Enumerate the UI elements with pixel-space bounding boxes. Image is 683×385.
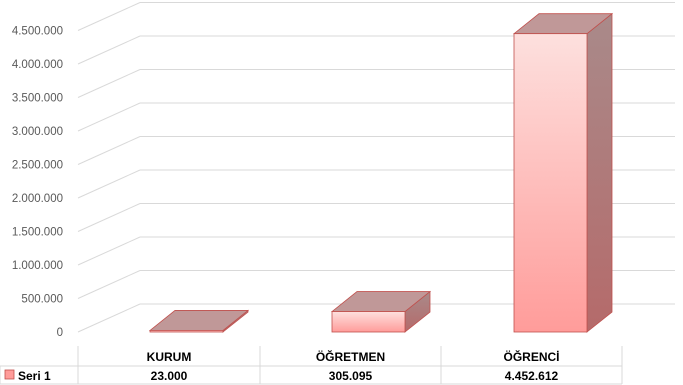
y-tick-label: 4.000.000	[12, 59, 63, 71]
legend-label: Seri 1	[18, 369, 51, 383]
data-table: KURUM ÖĞRETMEN ÖĞRENCİ 23.000 305.095 4.452.6…	[0, 346, 623, 385]
bar	[512, 12, 614, 333]
y-axis-ticks: 0 500.000 1.000.000 1.500.000 2.000.000 2.500…	[12, 26, 63, 340]
bars	[148, 12, 614, 333]
x-category-label: ÖĞRENCİ	[503, 349, 559, 364]
y-tick-label: 0	[57, 327, 63, 339]
data-table-value: 305.095	[329, 369, 373, 383]
bar	[330, 290, 432, 333]
y-tick-label: 2.500.000	[12, 160, 63, 172]
data-table-value: 23.000	[151, 369, 188, 383]
x-category-label: ÖĞRETMEN	[316, 349, 385, 364]
data-table-value: 4.452.612	[505, 369, 559, 383]
x-category-label: KURUM	[147, 350, 192, 364]
gridline	[77, 2, 675, 31]
legend-swatch	[4, 369, 15, 380]
y-tick-label: 3.000.000	[12, 126, 63, 138]
y-tick-label: 1.500.000	[12, 227, 63, 239]
bar	[148, 309, 250, 333]
y-tick-label: 4.500.000	[12, 26, 63, 38]
y-tick-label: 3.500.000	[12, 93, 63, 105]
y-tick-label: 1.000.000	[12, 260, 63, 272]
y-tick-label: 2.000.000	[12, 193, 63, 205]
y-tick-label: 500.000	[21, 294, 63, 306]
